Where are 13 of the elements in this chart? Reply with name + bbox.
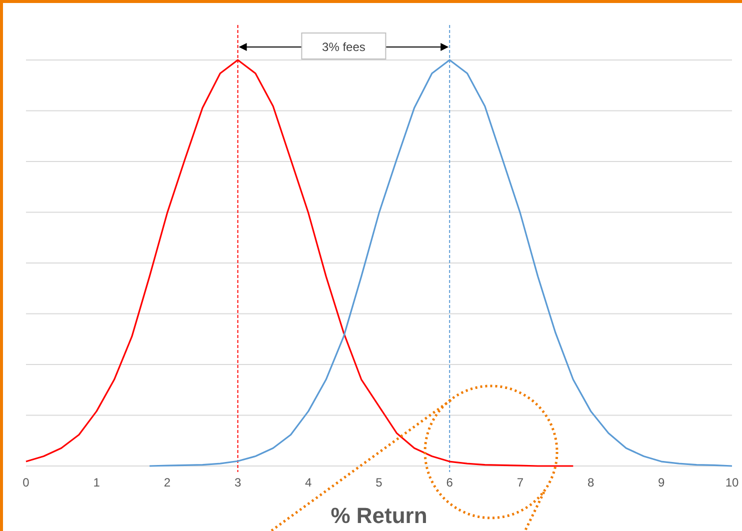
x-tick-label: 3 [234, 476, 242, 490]
x-tick-label: 5 [376, 476, 383, 490]
x-tick-label: 8 [587, 476, 594, 490]
x-tick-label: 0 [22, 476, 30, 490]
x-tick-label: 2 [164, 476, 171, 490]
text: 3% fees [322, 40, 366, 54]
x-tick-label: 10 [725, 476, 739, 490]
x-tick-label: 9 [658, 476, 666, 490]
x-tick-label: 1 [93, 476, 100, 490]
x-tick-label: 7 [516, 476, 524, 490]
x-tick-label: 6 [446, 476, 454, 490]
x-axis-title: % Return [330, 503, 428, 528]
x-tick-label: 4 [305, 476, 312, 490]
